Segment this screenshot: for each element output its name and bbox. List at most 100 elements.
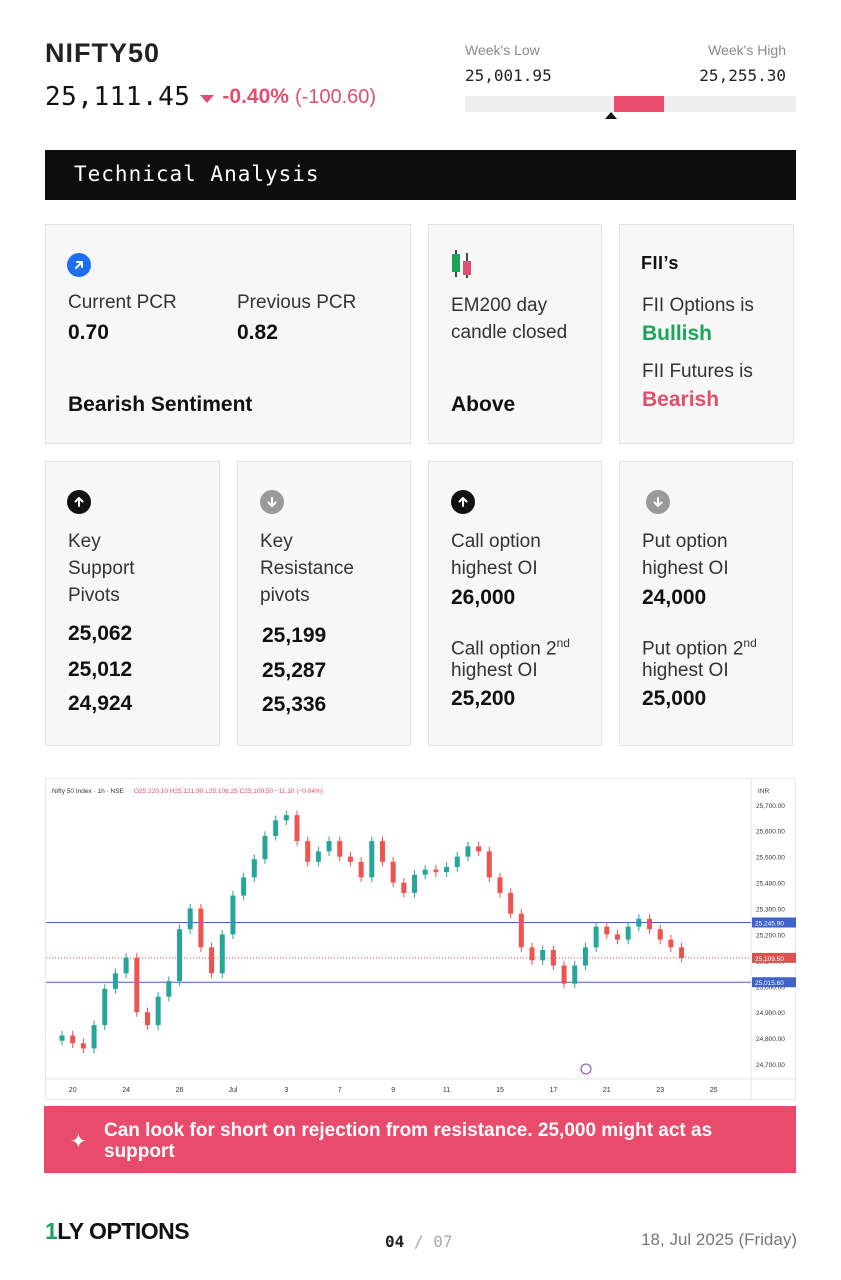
- support-pivot-1: 25,062: [68, 622, 133, 645]
- candle-body: [283, 815, 289, 821]
- candle-body: [315, 851, 321, 862]
- arrow-up-right-icon: [67, 253, 91, 277]
- candle-body: [326, 841, 332, 852]
- candlestick-chart: Nifty 50 Index · 1h · NSE O25,120.10 H25,…: [46, 779, 797, 1101]
- page-indicator: 04 / 07: [385, 1232, 453, 1251]
- resistance-line1: Key: [260, 531, 293, 552]
- put-oi-2-label: Put option 2nd: [642, 636, 757, 660]
- chart-currency: INR: [758, 788, 770, 795]
- candle-body: [647, 918, 653, 930]
- candle-body: [166, 981, 172, 997]
- resistance-pivot-1: 25,199: [262, 624, 327, 647]
- report-date: 18, Jul 2025 (Friday): [641, 1230, 797, 1249]
- sparkle-icon: ✦: [70, 1131, 87, 1153]
- candle-body: [241, 877, 247, 896]
- level-label: 25,015.60: [755, 980, 784, 987]
- candle-body: [636, 918, 642, 927]
- level-label-bg: [752, 952, 796, 963]
- candle-body: [657, 929, 663, 940]
- call-oi-2-label: Call option 2nd: [451, 636, 570, 660]
- y-tick-label: 25,500.00: [756, 855, 785, 862]
- put-oi-2-label-2: highest OI: [642, 660, 729, 681]
- candle-body: [209, 947, 215, 974]
- put-oi-2-value: 25,000: [642, 687, 707, 710]
- week-range-marker-icon: [604, 112, 617, 119]
- arrow-up-icon: [451, 490, 475, 514]
- call-oi-2-label-2: highest OI: [451, 660, 538, 681]
- candle-body: [604, 926, 610, 935]
- ema-card: EM200 day candle closed Above: [428, 224, 602, 444]
- y-tick-label: 25,400.00: [756, 881, 785, 888]
- candle-body: [70, 1035, 76, 1044]
- fii-title: FII’s: [641, 253, 679, 273]
- arrow-up-icon: [67, 490, 91, 514]
- ema-line2: candle closed: [451, 322, 568, 343]
- candle-body: [540, 949, 546, 961]
- price-row: 25,111.45 -0.40% (-100.60): [45, 82, 376, 112]
- week-high-value: 25,255.30: [699, 66, 786, 85]
- candle-body: [593, 926, 599, 948]
- candle-body: [433, 869, 439, 873]
- support-pivot-2: 25,012: [68, 658, 133, 681]
- put-oi-1-value: 24,000: [642, 586, 707, 609]
- down-triangle-icon: [200, 95, 215, 103]
- ema-result: Above: [451, 393, 516, 416]
- trade-note: ✦ Can look for short on rejection from r…: [44, 1106, 796, 1173]
- call-oi-1-label: Call option: [451, 531, 541, 552]
- week-low-label: Week's Low: [465, 42, 540, 58]
- page-current: 04: [385, 1232, 405, 1251]
- current-pcr-label: Current PCR: [68, 292, 177, 313]
- call-oi-2-value: 25,200: [451, 687, 516, 710]
- ticker-symbol: NIFTY50: [45, 38, 161, 68]
- call-oi-1-label-2: highest OI: [451, 558, 538, 579]
- level-label: 25,109.50: [755, 956, 784, 963]
- candle-body: [572, 965, 578, 984]
- candle-body: [262, 835, 268, 860]
- candle-body: [144, 1012, 150, 1026]
- resistance-line2: Resistance: [260, 558, 354, 579]
- pcr-sentiment: Bearish Sentiment: [68, 393, 253, 416]
- candle-body: [134, 957, 140, 1013]
- put-option-card: Put option highest OI 24,000 Put option …: [619, 461, 793, 746]
- candle-body: [614, 934, 620, 940]
- pcr-card: Current PCR 0.70 Previous PCR 0.82 Beari…: [45, 224, 411, 444]
- candle-body: [550, 949, 556, 966]
- candle-body: [358, 861, 364, 878]
- resistance-card: Key Resistance pivots 25,199 25,287 25,3…: [237, 461, 411, 746]
- header: NIFTY50 25,111.45 -0.40% (-100.60) Week'…: [45, 38, 796, 119]
- candle-body: [123, 957, 129, 974]
- ema-line1: EM200 day: [451, 295, 548, 316]
- week-high-label: Week's High: [708, 42, 786, 58]
- x-tick-label: 7: [338, 1087, 342, 1094]
- candle-body: [529, 947, 535, 961]
- candle-body: [476, 846, 482, 852]
- week-range: Week's Low 25,001.95 Week's High 25,255.…: [465, 38, 796, 119]
- x-tick-label: 17: [549, 1087, 557, 1094]
- candle-body: [155, 996, 161, 1026]
- candle-body: [273, 820, 279, 836]
- candle-body: [230, 895, 236, 935]
- y-tick-label: 25,600.00: [756, 829, 785, 836]
- week-range-fill: [613, 96, 664, 112]
- candle-body: [582, 947, 588, 966]
- previous-pcr-value: 0.82: [237, 321, 278, 344]
- candle-body: [177, 929, 183, 982]
- resistance-line3: pivots: [260, 585, 310, 606]
- level-label-bg: [752, 977, 796, 988]
- candle-body: [561, 965, 567, 984]
- price-chart: Nifty 50 Index · 1h · NSE O25,120.10 H25,…: [45, 778, 797, 1101]
- x-tick-label: 20: [69, 1087, 77, 1094]
- support-line3: Pivots: [68, 585, 120, 606]
- resistance-pivot-2: 25,287: [262, 659, 327, 682]
- x-tick-label: 23: [656, 1087, 664, 1094]
- candle-body: [625, 926, 631, 940]
- chart-ohlc: O25,120.10 H25,121.90 L25,106.25 C25,109…: [134, 788, 323, 795]
- brand-logo: 1LY OPTIONS: [45, 1218, 190, 1244]
- technical-analysis-banner: Technical Analysis: [45, 150, 796, 200]
- change-absolute: (-100.60): [294, 85, 377, 108]
- resistance-pivot-3: 25,336: [262, 693, 327, 716]
- y-tick-label: 25,000.00: [756, 984, 785, 991]
- candle-body: [112, 973, 118, 989]
- candle-body: [251, 859, 257, 878]
- previous-pcr-label: Previous PCR: [237, 292, 357, 313]
